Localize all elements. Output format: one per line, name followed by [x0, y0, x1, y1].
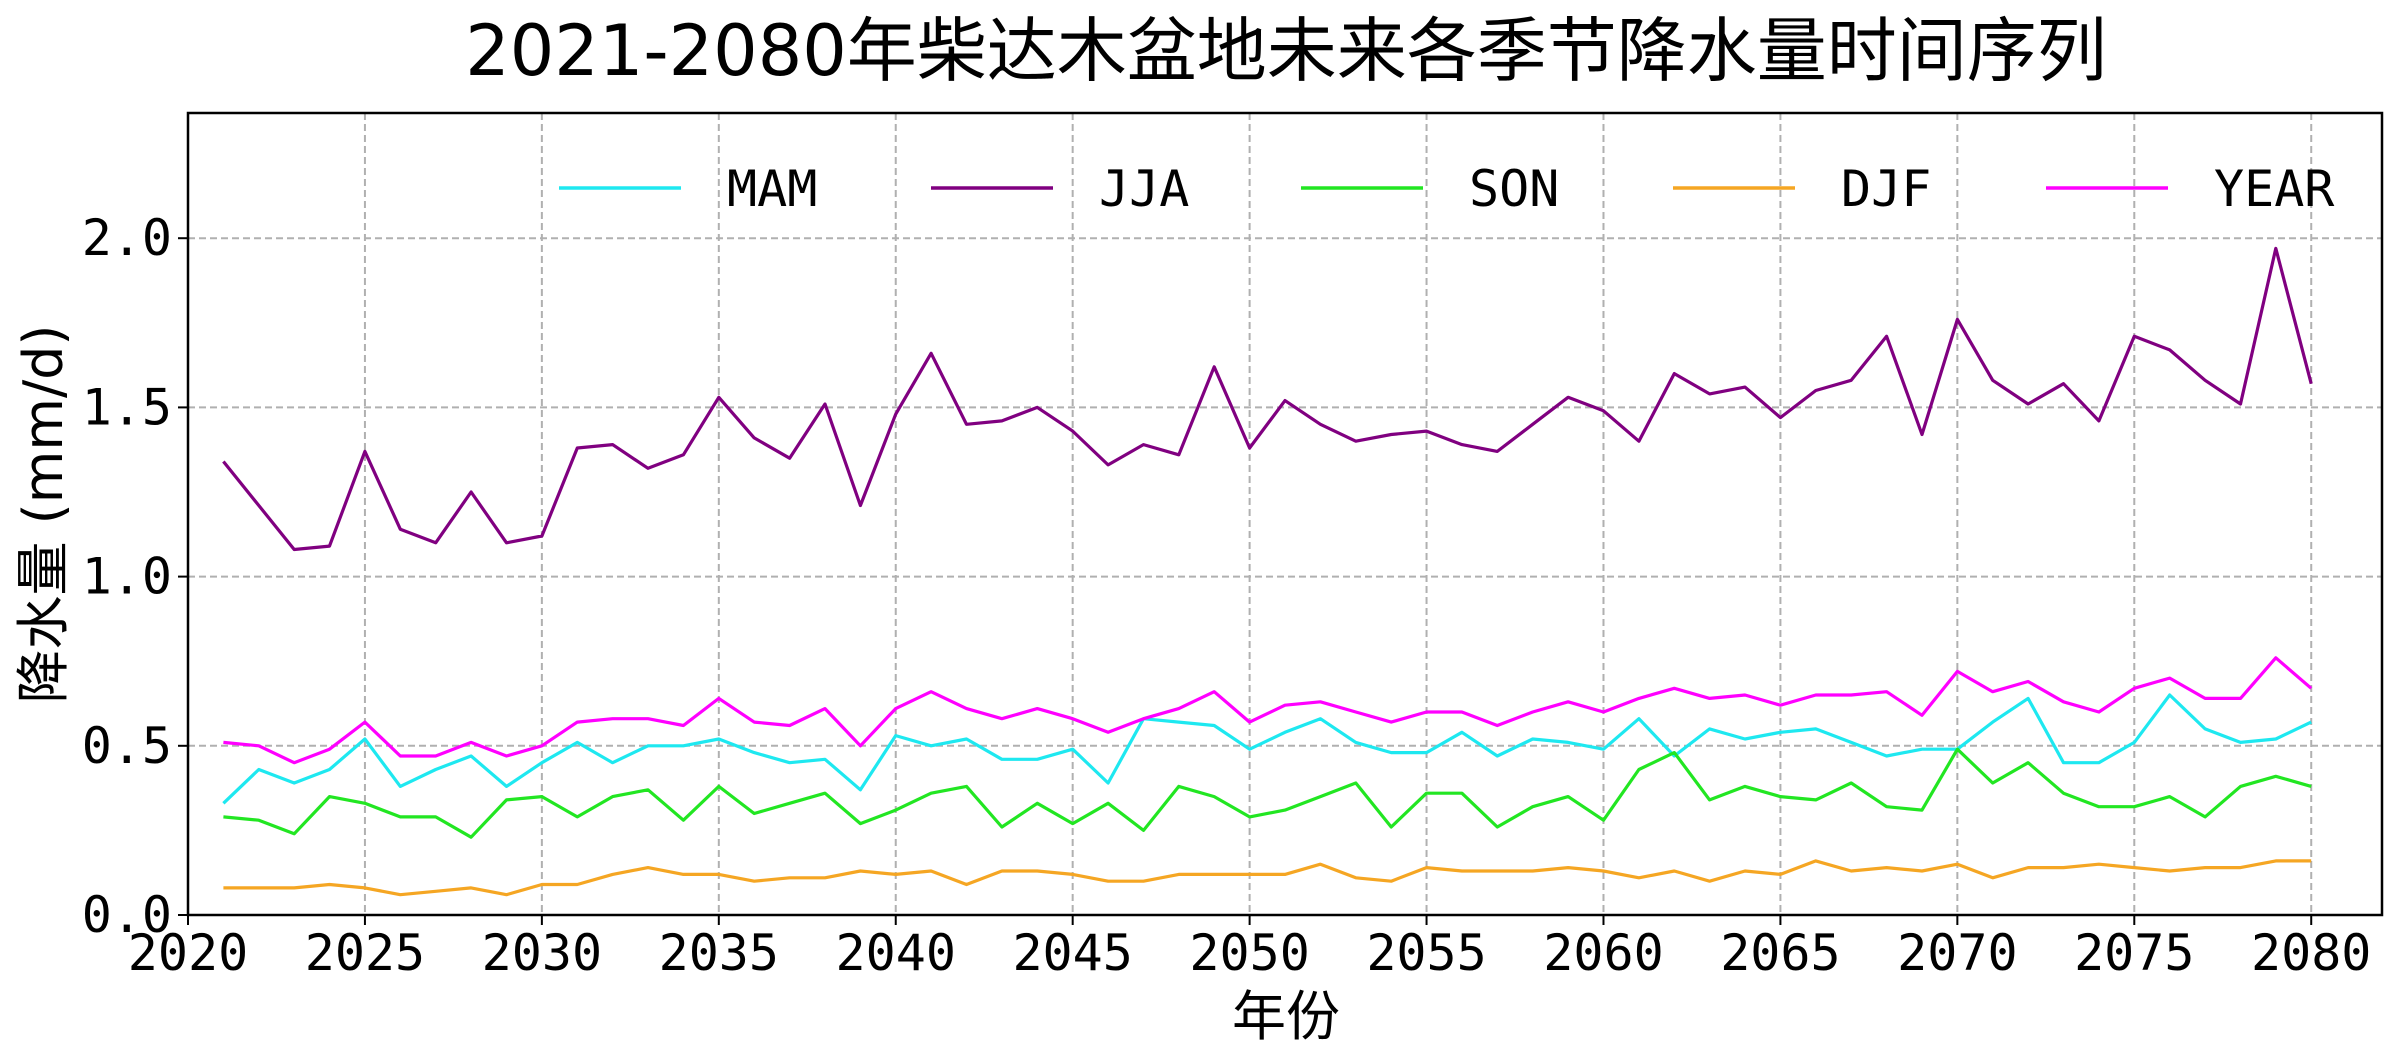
x-tick-label: 2025	[305, 924, 425, 982]
x-tick-label: 2070	[1897, 924, 2017, 982]
legend-label-jja: JJA	[1099, 160, 1189, 218]
y-tick-label: 0.5	[82, 717, 172, 775]
x-tick-label: 2065	[1720, 924, 1840, 982]
x-tick-label: 2045	[1012, 924, 1132, 982]
legend: MAM JJA SON DJF YEAR	[559, 160, 2335, 218]
series-line-djf	[223, 859, 2312, 897]
y-axis-label: 降水量 (mm/d)	[12, 325, 75, 704]
legend-label-mam: MAM	[727, 160, 817, 218]
y-tick-label: 1.0	[82, 548, 172, 606]
x-tick-label: 2035	[659, 924, 779, 982]
legend-label-year: YEAR	[2214, 160, 2335, 218]
series-line-year	[223, 656, 2313, 765]
x-tick-label: 2040	[836, 924, 956, 982]
x-axis-label: 年份	[1232, 985, 1340, 1048]
y-tick-label: 0.0	[82, 886, 172, 944]
axis-ticks: 2020 2025 2030 2035 2040 2045 2050 2055 2060 2065…	[82, 209, 2372, 982]
y-tick-label: 2.0	[82, 209, 172, 267]
x-tick-label: 2060	[1543, 924, 1663, 982]
series-line-mam	[222, 693, 2312, 805]
x-tick-label: 2030	[482, 924, 602, 982]
legend-label-son: SON	[1469, 160, 1559, 218]
plot-frame	[186, 111, 2384, 917]
legend-label-djf: DJF	[1841, 160, 1931, 218]
x-tick-label: 2075	[2074, 924, 2194, 982]
x-tick-label: 2020	[128, 924, 248, 982]
x-tick-label: 2050	[1189, 924, 1309, 982]
series-line-son	[223, 747, 2312, 839]
y-tick-label: 1.5	[82, 378, 172, 436]
x-tick-label: 2080	[2251, 924, 2371, 982]
series-lines	[222, 246, 2313, 897]
x-tick-label: 2055	[1366, 924, 1486, 982]
grid	[187, 113, 2382, 916]
chart-title: 2021-2080年柴达木盆地未来各季节降水量时间序列	[465, 10, 2107, 92]
series-line-jja	[222, 246, 2313, 552]
